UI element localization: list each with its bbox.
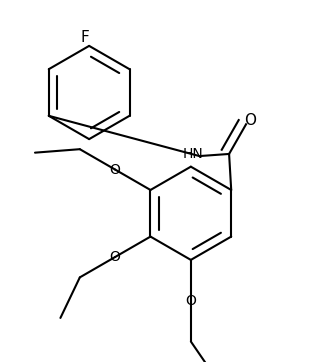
Text: O: O (185, 294, 196, 308)
Text: O: O (244, 113, 256, 127)
Text: O: O (110, 250, 121, 264)
Text: HN: HN (183, 147, 204, 161)
Text: O: O (110, 163, 121, 176)
Text: F: F (81, 30, 89, 45)
